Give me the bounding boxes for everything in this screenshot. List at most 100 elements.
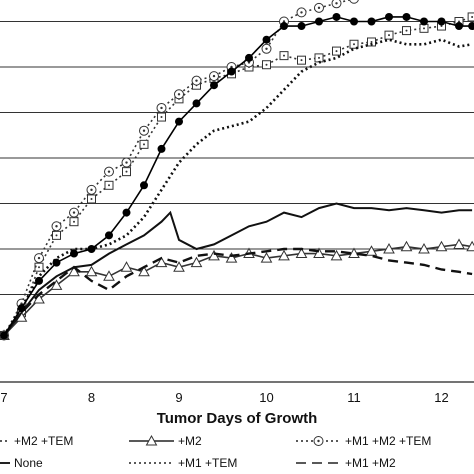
legend: +M2 +TEM +M2 +M1 +M2 +TEM None +M1 +TEM +M1 +… [0, 434, 431, 470]
series-1-point-25 [435, 240, 448, 252]
series-0-point-25-dot [440, 25, 443, 28]
series-line-6 [3, 16, 473, 336]
series-6-point-3 [52, 258, 61, 267]
series-0-point-23-dot [405, 29, 408, 32]
series-6-point-16 [280, 22, 288, 31]
series-line-3 [3, 202, 473, 337]
series-2-point-5-dot [90, 188, 93, 192]
legend-item-4: +M1 +TEM [129, 456, 237, 470]
legend-item-0: +M2 +TEM [0, 434, 73, 448]
series-6-point-20 [350, 17, 358, 26]
legend-label-1: +M2 [178, 434, 202, 448]
series-6-point-13 [227, 67, 236, 76]
series-2-point-2-dot [37, 256, 41, 260]
series-1-point-23 [400, 240, 413, 252]
series-line-5 [3, 247, 473, 337]
series-2-point-20 [349, 0, 359, 4]
series-6 [0, 12, 474, 340]
series-1-point-13 [225, 252, 238, 263]
series-1-point-24 [418, 242, 430, 254]
series-2-point-9-dot [160, 106, 163, 110]
series-0-point-24-dot [423, 27, 425, 30]
series-2-point-8-dot [142, 129, 146, 132]
series-2-point-6-dot [107, 170, 111, 173]
series-1-point-27 [466, 240, 474, 252]
series-0-point-16-dot [283, 54, 285, 57]
series-6-point-14 [245, 53, 253, 62]
series-1 [0, 238, 474, 340]
series-1-point-10 [173, 261, 185, 272]
series-1-point-18 [313, 247, 325, 259]
series-6-point-12 [210, 81, 218, 90]
x-tick-label-11: 11 [347, 390, 361, 405]
series-1-point-16 [278, 249, 290, 261]
series-2-point-12-dot [212, 74, 216, 78]
series-6-point-6 [105, 231, 113, 240]
series-2-point-3-dot [55, 225, 58, 228]
series-0-point-4-dot [73, 220, 75, 223]
series-line-0 [3, 16, 473, 336]
series-group [0, 0, 474, 341]
series-1-point-17 [295, 247, 308, 259]
series-1-point-19 [330, 249, 343, 261]
series-6-point-19 [332, 12, 341, 21]
legend-item-5: +M1 +M2 [296, 456, 396, 470]
series-0-point-20-dot [353, 43, 355, 46]
series-6-point-15 [262, 35, 271, 44]
series-6-point-26 [455, 22, 463, 31]
series-6-point-8 [140, 181, 148, 190]
series-6-point-24 [420, 17, 428, 26]
series-3 [3, 202, 473, 337]
x-tick-labels: 7 8 9 10 11 12 [0, 390, 448, 405]
series-0-point-2-dot [38, 266, 40, 269]
legend-item-1: +M2 [129, 434, 202, 448]
series-1-point-15 [260, 252, 273, 263]
series-0-point-9-dot [160, 116, 163, 119]
series-0-point-22-dot [388, 34, 390, 37]
series-6-point-17 [297, 22, 306, 31]
legend-label-2: +M1 +M2 +TEM [345, 434, 431, 448]
series-6-point-22 [385, 12, 393, 21]
series-0-point-27-dot [471, 15, 474, 18]
series-line-2 [3, 0, 353, 336]
series-6-point-11 [192, 99, 201, 108]
legend-item-2: +M1 +M2 +TEM [296, 434, 431, 448]
series-4 [2, 38, 473, 337]
legend-label-3: None [14, 456, 43, 470]
series-0-point-27 [467, 12, 474, 22]
series-0-point-18-dot [318, 56, 320, 59]
series-1-point-11 [190, 256, 203, 268]
series-6-point-4 [70, 249, 78, 258]
series-0 [0, 12, 474, 340]
x-tick-label-7: 7 [0, 390, 7, 405]
series-1-point-3 [50, 279, 63, 290]
series-0-point-15-dot [265, 63, 268, 66]
legend-swatch-marker-2-dot [317, 439, 320, 443]
x-tick-label-10: 10 [259, 390, 273, 405]
x-tick-label-12: 12 [434, 390, 448, 405]
series-0-point-5-dot [90, 197, 93, 200]
legend-swatch-marker-1 [145, 434, 158, 446]
series-1-point-6 [103, 270, 115, 281]
series-line-4 [2, 38, 473, 337]
series-1-point-7 [120, 261, 133, 272]
series-6-point-21 [367, 17, 376, 26]
series-6-point-0 [0, 331, 8, 340]
series-2 [0, 0, 359, 341]
series-6-point-2 [35, 276, 43, 285]
series-2-point-4-dot [72, 211, 76, 214]
series-0-point-3-dot [55, 234, 58, 237]
series-6-point-23 [402, 12, 411, 21]
series-1-point-12 [208, 249, 220, 261]
series-0-point-8-dot [143, 143, 145, 146]
x-axis-title: Tumor Days of Growth [157, 410, 318, 427]
legend-item-3: None [0, 456, 43, 470]
series-2-point-15-dot [265, 47, 268, 50]
series-1-point-5 [85, 265, 98, 277]
x-tick-label-8: 8 [88, 390, 95, 405]
x-tick-label-9: 9 [175, 390, 182, 405]
series-6-point-1 [17, 304, 26, 313]
series-2-point-7-dot [125, 161, 128, 164]
series-1-point-20 [348, 247, 360, 259]
